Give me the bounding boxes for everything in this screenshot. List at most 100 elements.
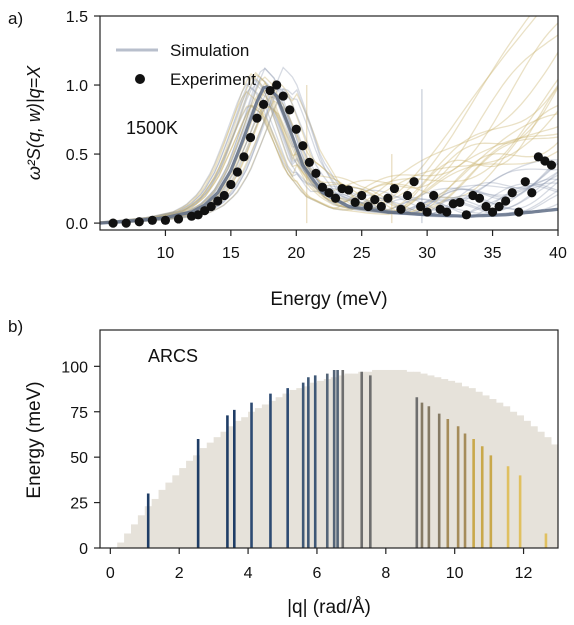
y-tick-label: 0.5 xyxy=(66,147,88,164)
panel-a-axes-frame xyxy=(99,15,559,231)
coverage-step xyxy=(220,431,228,548)
experiment-point xyxy=(252,113,262,123)
x-tick-label: 40 xyxy=(549,245,567,262)
legend-experiment-label: Experiment xyxy=(170,70,256,89)
experiment-point xyxy=(193,210,203,220)
coverage-step xyxy=(241,417,249,548)
coverage-step xyxy=(206,442,215,548)
experiment-point xyxy=(520,177,530,187)
coverage-step xyxy=(482,395,490,548)
experiment-point xyxy=(540,156,550,166)
experiment-point xyxy=(324,188,334,198)
experiment-point xyxy=(200,206,210,216)
experiment-points xyxy=(108,80,557,228)
experiment-point xyxy=(219,190,229,201)
coverage-step xyxy=(268,400,277,548)
coverage-step xyxy=(406,371,414,548)
experiment-point xyxy=(357,190,367,201)
experiment-point xyxy=(226,179,236,190)
coverage-step xyxy=(151,498,159,548)
x-tick-label: 25 xyxy=(353,245,371,262)
coverage-step xyxy=(489,399,497,548)
coverage-step xyxy=(227,426,235,548)
coverage-step xyxy=(158,489,166,548)
panel-b-x-ticks: 0 2 4 6 8 10 12 xyxy=(106,548,533,582)
x-tick-label: 2 xyxy=(175,565,184,582)
experiment-point xyxy=(108,218,118,228)
x-tick-label: 4 xyxy=(244,565,253,582)
y-tick-label: 75 xyxy=(70,405,88,422)
coverage-step xyxy=(392,369,400,548)
coverage-step xyxy=(378,369,387,548)
panel-a-label: a) xyxy=(8,9,23,28)
y-tick-label: 100 xyxy=(61,359,88,376)
experiment-point xyxy=(344,185,354,195)
coverage-step xyxy=(179,468,187,548)
panel-a-x-ticks: 10 15 20 25 30 35 40 xyxy=(157,230,567,262)
x-tick-label: 30 xyxy=(418,245,436,262)
experiment-point xyxy=(376,201,386,212)
x-tick-label: 12 xyxy=(515,565,533,582)
experiment-point xyxy=(330,193,341,203)
instrument-annotation: ARCS xyxy=(148,346,198,366)
temperature-annotation: 1500K xyxy=(126,118,178,138)
experiment-point xyxy=(416,201,426,212)
panel-a-legend: Simulation Experiment xyxy=(116,41,256,89)
kinematic-coverage xyxy=(117,369,572,548)
coverage-step xyxy=(427,375,435,548)
experiment-point xyxy=(272,80,282,90)
experiment-point xyxy=(461,210,471,220)
experiment-point xyxy=(481,201,491,212)
experiment-point xyxy=(265,85,275,96)
experiment-point xyxy=(245,132,256,143)
experiment-point xyxy=(402,190,413,201)
coverage-step xyxy=(558,452,565,548)
x-tick-label: 20 xyxy=(287,245,305,262)
x-tick-label: 6 xyxy=(312,565,321,582)
simulation-curve-blue xyxy=(100,104,558,223)
coverage-step xyxy=(434,377,442,548)
coverage-step xyxy=(192,455,201,548)
experiment-point xyxy=(121,218,131,228)
coverage-step xyxy=(496,402,504,548)
panel-b: b) 0 2 4 6 8 10 12 0 25 50 75 100 |q| (rad/Å) Ener… xyxy=(8,317,572,618)
coverage-step xyxy=(254,408,263,548)
coverage-step xyxy=(420,373,428,548)
coverage-step xyxy=(372,369,380,548)
q-lines xyxy=(146,369,548,548)
experiment-point xyxy=(501,196,511,206)
experiment-point xyxy=(442,207,452,217)
coverage-step xyxy=(289,389,297,548)
coverage-step xyxy=(165,482,173,548)
experiment-point xyxy=(383,193,393,203)
experiment-point xyxy=(173,214,184,224)
panel-a: a) 10 15 20 25 30 35 40 0.0 0.5 1.0 1.5 Energy (m… xyxy=(8,9,567,310)
panel-b-label: b) xyxy=(8,317,23,336)
experiment-point xyxy=(291,124,301,134)
experiment-point xyxy=(147,215,157,225)
coverage-step xyxy=(296,388,304,548)
coverage-step xyxy=(565,457,572,548)
coverage-step xyxy=(124,533,132,548)
simulation-curve-gold xyxy=(100,16,538,223)
panel-b-ylabel: Energy (meV) xyxy=(24,381,45,498)
experiment-point xyxy=(389,183,400,194)
coverage-step xyxy=(337,375,345,548)
experiment-point xyxy=(317,182,328,192)
coverage-step xyxy=(523,420,531,548)
experiment-point xyxy=(350,197,360,207)
experiment-point xyxy=(514,207,524,217)
experiment-point xyxy=(160,215,171,225)
experiment-point xyxy=(258,99,269,109)
coverage-step xyxy=(261,404,270,548)
y-tick-label: 0.0 xyxy=(66,216,88,233)
experiment-point xyxy=(213,196,223,206)
experiment-point xyxy=(285,105,295,115)
coverage-step xyxy=(282,393,290,548)
panel-a-y-ticks: 0.0 0.5 1.0 1.5 xyxy=(66,9,100,233)
experiment-point xyxy=(455,197,465,207)
experiment-point xyxy=(363,201,373,212)
coverage-step xyxy=(303,386,311,548)
